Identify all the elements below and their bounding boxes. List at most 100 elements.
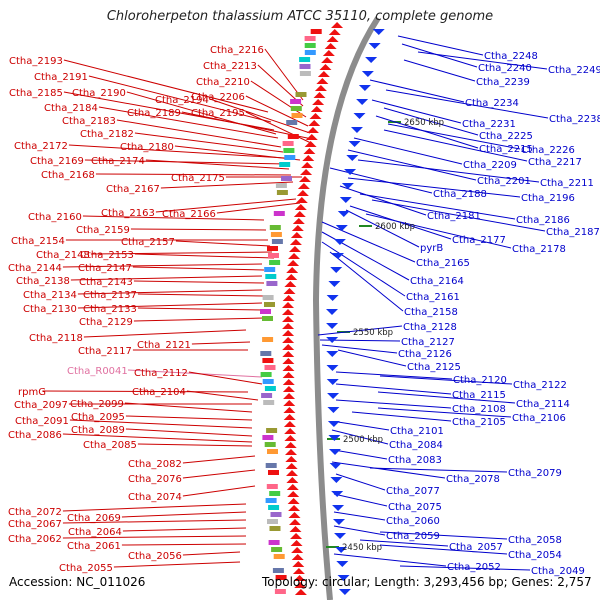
right-gene-label: Ctha_2122 — [513, 380, 567, 391]
forward-feature-arrow — [316, 78, 328, 84]
reverse-feature-arrow — [328, 281, 340, 287]
forward-feature-arrow — [302, 155, 314, 161]
right-gene-label: Ctha_2178 — [512, 244, 566, 255]
left-gene-label: Ctha_2169 — [30, 156, 84, 167]
right-gene-label: Ctha_2083 — [388, 455, 442, 466]
feature-block — [292, 113, 303, 118]
left-gene-label: Ctha_2097 — [14, 400, 68, 411]
left-gene-label: Ctha_2191 — [34, 72, 88, 83]
right-gene-label: Ctha_2054 — [508, 550, 562, 561]
right-gene-label: Ctha_2209 — [463, 160, 517, 171]
left-connector-line — [217, 203, 300, 213]
reverse-feature-arrow — [327, 407, 339, 413]
left-connector-line — [138, 294, 264, 296]
right-gene-label: Ctha_2158 — [404, 307, 458, 318]
feature-block — [299, 57, 310, 62]
right-gene-label: Ctha_2234 — [465, 98, 519, 109]
forward-feature-arrow — [282, 344, 294, 350]
left-gene-label: Ctha_2194 — [155, 95, 209, 106]
reverse-feature-arrow — [334, 533, 346, 539]
right-connector-line — [336, 474, 385, 490]
feature-block — [266, 428, 277, 433]
left-gene-label: Ctha_2190 — [72, 88, 126, 99]
left-gene-label: Ctha_2089 — [71, 425, 125, 436]
feature-block — [305, 36, 316, 41]
forward-feature-arrow — [283, 372, 295, 378]
reverse-feature-arrow — [329, 449, 341, 455]
right-connector-line — [354, 138, 462, 164]
right-gene-label: Ctha_2126 — [398, 349, 452, 360]
forward-feature-arrow — [291, 540, 303, 546]
map-title: Chloroherpeton thalassium ATCC 35110, co… — [0, 9, 600, 24]
reverse-feature-arrow — [359, 85, 371, 91]
reverse-feature-arrow — [336, 225, 348, 231]
left-connector-line — [84, 330, 246, 337]
feature-block — [291, 106, 302, 111]
right-gene-label: Ctha_2115 — [452, 390, 506, 401]
forward-feature-arrow — [285, 456, 297, 462]
left-connector-line — [126, 429, 252, 436]
left-gene-label: Ctha_2118 — [29, 333, 83, 344]
reverse-feature-arrow — [339, 589, 351, 595]
forward-feature-arrow — [292, 554, 304, 560]
genome-map: 2650 kbp 2600 kbp 2550 kbp 2500 kbp 2450 kbp… — [0, 0, 600, 600]
forward-feature-arrow — [292, 225, 304, 231]
left-connector-line — [176, 241, 270, 246]
left-connector-line — [134, 318, 264, 321]
left-gene-label: Ctha_2067 — [8, 519, 62, 530]
left-connector-line — [123, 528, 246, 531]
feature-block — [281, 176, 292, 181]
right-gene-label: Ctha_2164 — [410, 276, 464, 287]
forward-feature-arrow — [325, 43, 337, 49]
forward-feature-arrow — [295, 204, 307, 210]
forward-feature-arrow — [290, 239, 302, 245]
right-connector-line — [330, 168, 432, 193]
feature-block — [267, 519, 278, 524]
forward-feature-arrow — [329, 29, 341, 35]
forward-feature-arrow — [290, 526, 302, 532]
scale-tick-label: 2600 kbp — [375, 222, 415, 232]
feature-block — [264, 267, 275, 272]
feature-block — [262, 316, 273, 321]
right-gene-label: Ctha_2211 — [540, 178, 594, 189]
feature-block — [283, 141, 294, 146]
right-gene-label: Ctha_2238 — [549, 114, 600, 125]
left-gene-label: Ctha_2159 — [76, 225, 130, 236]
left-connector-line — [126, 416, 252, 420]
feature-block — [279, 162, 290, 167]
forward-feature-arrow — [315, 85, 327, 91]
left-gene-label: Ctha_2086 — [8, 430, 62, 441]
left-gene-label: Ctha_2129 — [79, 317, 133, 328]
left-gene-label: Ctha_2069 — [67, 513, 121, 524]
reverse-feature-arrow — [356, 99, 368, 105]
forward-feature-arrow — [285, 274, 297, 280]
forward-feature-arrow — [282, 309, 294, 315]
left-gene-label: Ctha_2143 — [79, 277, 133, 288]
left-gene-label: Ctha_2210 — [196, 77, 250, 88]
forward-feature-arrow — [284, 421, 296, 427]
feature-block — [271, 232, 282, 237]
forward-feature-arrow — [283, 379, 295, 385]
feature-block — [266, 498, 277, 503]
left-gene-label: Ctha_2112 — [134, 368, 188, 379]
reverse-feature-arrow — [328, 421, 340, 427]
right-gene-label: Ctha_2187 — [546, 227, 600, 238]
feature-block — [260, 351, 271, 356]
left-gene-label: Ctha_2099 — [70, 399, 124, 410]
feature-block — [271, 512, 282, 517]
feature-block — [265, 365, 276, 370]
left-gene-label: Ctha_2174 — [91, 156, 145, 167]
forward-feature-arrow — [301, 162, 313, 168]
left-gene-label: Ctha_2154 — [11, 236, 65, 247]
feature-block — [276, 183, 287, 188]
feature-block — [260, 309, 271, 314]
right-connector-line — [352, 412, 451, 421]
left-gene-label: Ctha_2074 — [128, 492, 182, 503]
left-gene-label: Ctha_2213 — [203, 61, 257, 72]
forward-feature-arrow — [282, 337, 294, 343]
right-gene-label: Ctha_2106 — [512, 413, 566, 424]
reverse-feature-arrow — [326, 323, 338, 329]
left-gene-label: Ctha_2168 — [41, 170, 95, 181]
feature-block — [269, 260, 280, 265]
right-gene-label: Ctha_2226 — [521, 145, 575, 156]
